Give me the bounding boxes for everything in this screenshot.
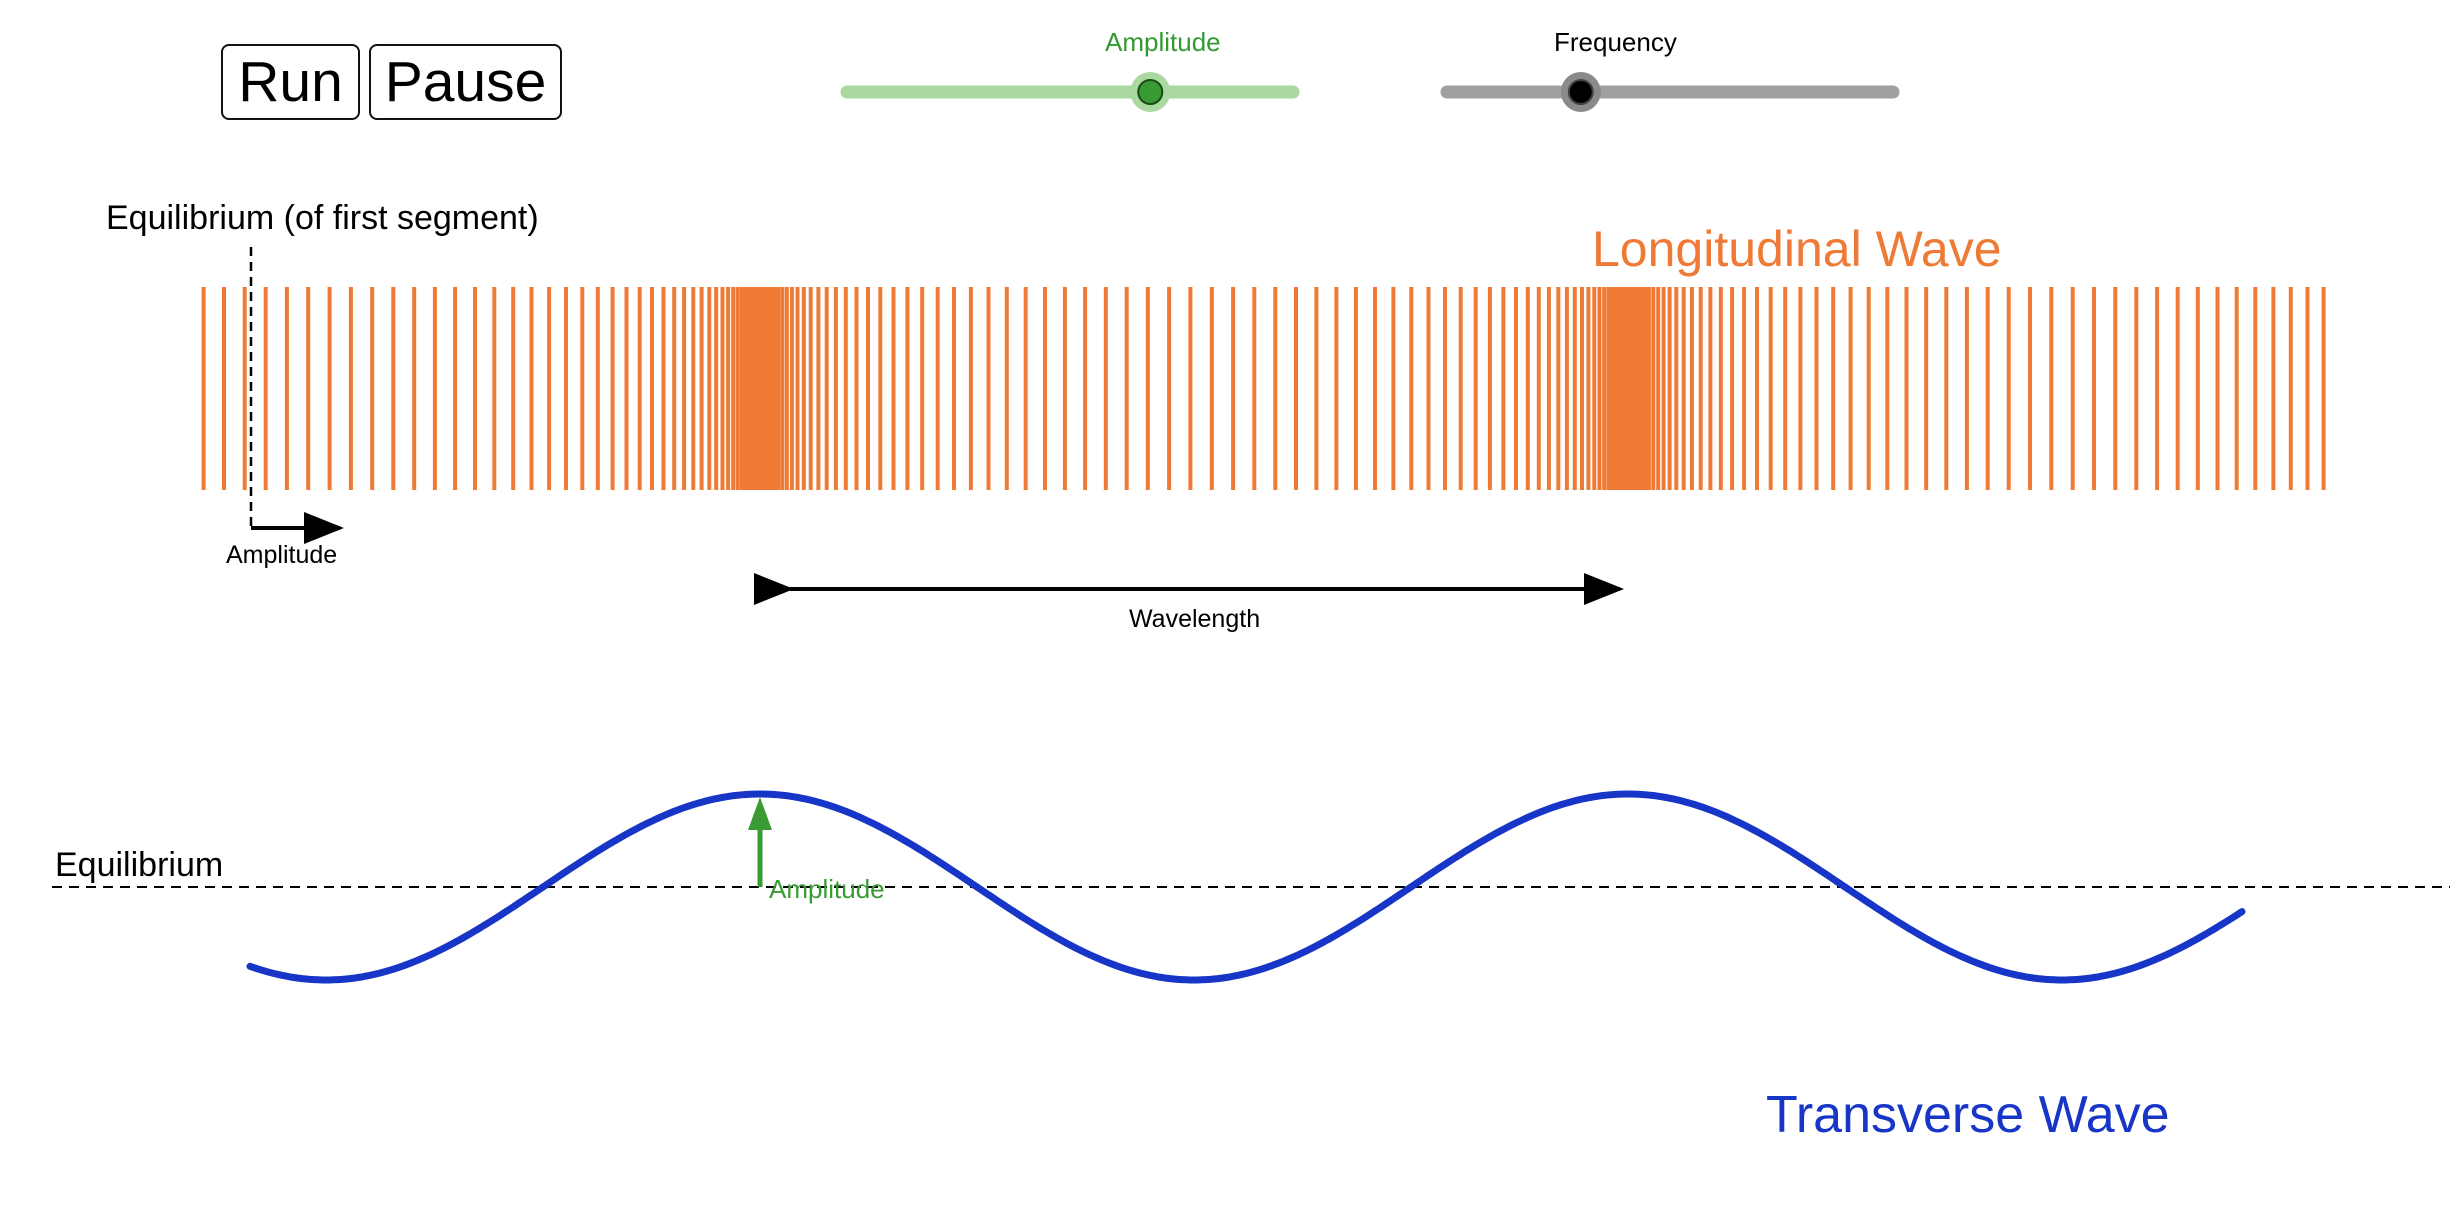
transverse-wave-curve xyxy=(246,790,2246,984)
frequency-slider[interactable] xyxy=(1440,72,1900,112)
transverse-amplitude-label: Amplitude xyxy=(769,874,885,904)
longitudinal-equilibrium-label: Equilibrium (of first segment) xyxy=(106,199,539,237)
pause-button[interactable]: Pause xyxy=(369,44,562,120)
wavelength-label: Wavelength xyxy=(1129,605,1260,633)
frequency-slider-knob[interactable] xyxy=(1567,79,1594,105)
frequency-slider-label: Frequency xyxy=(1554,27,1677,57)
longitudinal-wave-segments xyxy=(201,287,2326,490)
transverse-wave-title: Transverse Wave xyxy=(1766,1086,2170,1144)
amplitude-slider-label: Amplitude xyxy=(1105,27,1221,57)
transverse-equilibrium-label: Equilibrium xyxy=(55,846,223,884)
longitudinal-amplitude-label: Amplitude xyxy=(226,541,337,569)
transverse-amplitude-arrowhead xyxy=(748,797,772,830)
run-button[interactable]: Run xyxy=(221,44,360,120)
longitudinal-wave-title: Longitudinal Wave xyxy=(1592,221,2002,277)
amplitude-slider[interactable] xyxy=(840,72,1300,112)
amplitude-slider-knob[interactable] xyxy=(1137,79,1164,105)
